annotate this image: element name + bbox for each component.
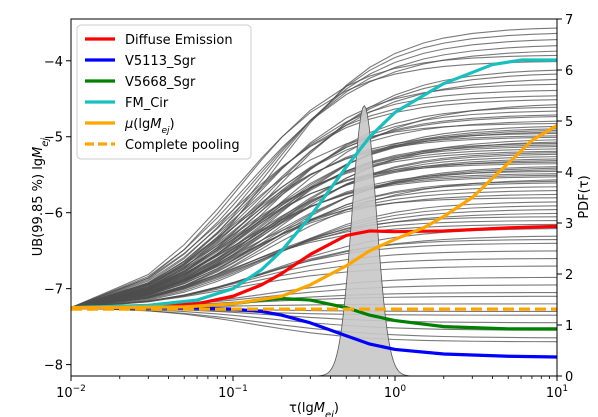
background-curve: [71, 265, 557, 309]
y2-tick-label: 7: [565, 13, 573, 28]
series-line-mu: [71, 123, 557, 310]
background-curve: [71, 54, 557, 309]
background-curve: [71, 193, 557, 309]
background-curve: [71, 176, 557, 309]
background-curve: [71, 201, 557, 309]
y-tick-label: −5: [44, 131, 63, 146]
background-curve: [71, 156, 557, 309]
legend-label-v5668-sgr: V5668_Sgr: [125, 75, 196, 90]
x-tick-label: 10−2: [56, 384, 86, 401]
plot-frame: [70, 18, 558, 377]
y2-tick-label: 0: [565, 370, 573, 385]
background-curve: [71, 174, 557, 309]
x-axis-label: τ(lgMej): [289, 401, 339, 417]
background-curve: [71, 242, 557, 309]
background-curve: [71, 116, 557, 309]
y2-axis: 0 1 2 3 4 5 6 7: [557, 13, 573, 385]
y2-tick-label: 6: [565, 64, 573, 79]
x-tick-label: 10−1: [218, 384, 248, 401]
legend-label-lgmej: μ(lgMej): [124, 117, 175, 136]
y-axis: −8 −7 −6 −5 −4: [44, 55, 71, 374]
background-curve: [71, 136, 557, 309]
background-curve: [71, 159, 557, 309]
legend-label-fm-cir: FM_Cir: [125, 96, 169, 111]
series-line-fm-cir: [71, 58, 557, 310]
background-curve: [71, 60, 557, 309]
background-curve: [71, 173, 557, 309]
legend-label-complete-pooling: Complete pooling: [125, 138, 240, 153]
background-curve: [71, 205, 557, 309]
background-curve: [71, 216, 557, 309]
background-curve: [71, 135, 557, 309]
y-tick-label: −8: [44, 359, 63, 374]
background-curve: [71, 95, 557, 309]
background-curve: [71, 148, 557, 309]
y2-tick-label: 1: [565, 319, 573, 334]
background-curve: [71, 99, 557, 309]
background-curve: [71, 250, 557, 309]
background-curve: [71, 163, 557, 309]
plot-layer: [71, 27, 557, 376]
legend: Diffuse Emission V5113_Sgr V5668_Sgr FM_Cir…: [76, 24, 252, 160]
x-tick-label: 100: [384, 384, 407, 401]
background-curve: [71, 220, 557, 309]
legend-box: [76, 24, 252, 160]
x-tick-label: 101: [546, 384, 568, 401]
y2-tick-label: 2: [565, 268, 573, 283]
y2-tick-label: 3: [565, 217, 573, 232]
background-curve: [71, 89, 557, 309]
y-axis-label: UB(99.85 %) lgMej: [31, 138, 51, 257]
background-curve: [71, 45, 557, 309]
background-curve: [71, 50, 557, 309]
y2-tick-label: 4: [565, 166, 573, 181]
background-curve: [71, 120, 557, 309]
legend-label-diffuse-emission: Diffuse Emission: [125, 33, 233, 48]
y-tick-label: −7: [44, 283, 63, 298]
background-curve: [71, 161, 557, 309]
y2-tick-label: 5: [565, 115, 573, 130]
background-curve: [71, 197, 557, 309]
background-curve: [71, 186, 557, 309]
y-tick-label: −6: [44, 207, 63, 222]
background-curve: [71, 150, 557, 309]
background-curve: [71, 209, 557, 309]
y-tick-label: −4: [44, 55, 63, 70]
background-curve: [71, 122, 557, 309]
y2-axis-label: PDF(τ): [577, 175, 592, 218]
background-curve: [71, 146, 557, 309]
background-curve: [71, 73, 557, 309]
legend-label-v5113-sgr: V5113_Sgr: [125, 54, 196, 69]
series-line-diffuse-emission: [71, 224, 557, 310]
x-axis: 10−2 10−1 100 101: [56, 376, 568, 401]
